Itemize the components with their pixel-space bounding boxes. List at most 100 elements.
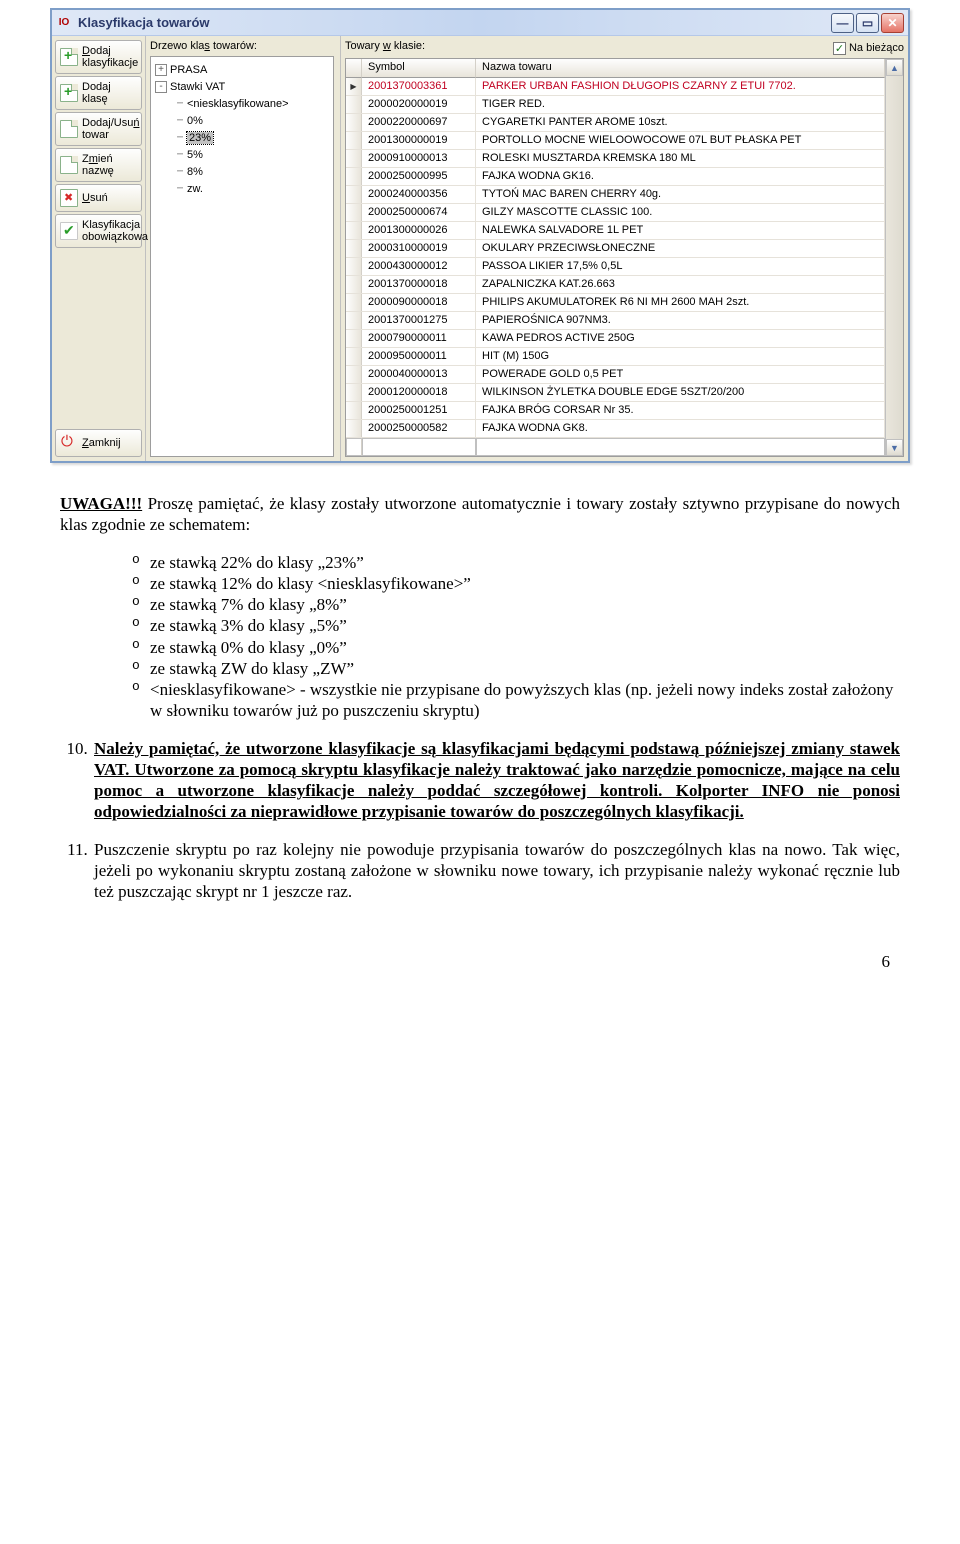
table-row[interactable]: 2000120000018WILKINSON ŻYLETKA DOUBLE ED… xyxy=(346,384,885,402)
tree-node[interactable]: ⋯<niesklasyfikowane> xyxy=(153,95,331,112)
row-gutter xyxy=(346,384,362,401)
tree-toggle-icon[interactable]: + xyxy=(155,64,167,76)
table-row[interactable]: 2000910000013ROLESKI MUSZTARDA KREMSKA 1… xyxy=(346,150,885,168)
table-row[interactable]: 2000250000582FAJKA WODNA GK8. xyxy=(346,420,885,438)
tree-node[interactable]: ⋯5% xyxy=(153,146,331,163)
close-window-button[interactable]: ✕ xyxy=(881,13,904,33)
cell-symbol: 2000250000995 xyxy=(362,168,476,185)
col-symbol-header[interactable]: Symbol xyxy=(362,59,476,78)
table-row[interactable]: 2000950000011HIT (M) 150G xyxy=(346,348,885,366)
table-row[interactable]: 2001370000018ZAPALNICZKA KAT.26.663 xyxy=(346,276,885,294)
row-gutter xyxy=(346,330,362,347)
tree-line-icon: ⋯ xyxy=(173,132,187,143)
maximize-button[interactable]: ▭ xyxy=(856,13,879,33)
tree-node-label: 0% xyxy=(187,115,203,127)
doc-icon xyxy=(60,156,78,174)
tree-node[interactable]: -Stawki VAT xyxy=(153,78,331,95)
col-name-header[interactable]: Nazwa towaru xyxy=(476,59,885,78)
row-gutter xyxy=(346,420,362,437)
list-item: Puszczenie skryptu po raz kolejny nie po… xyxy=(92,839,900,903)
table-row[interactable]: 2000220000697CYGARETKI PANTER AROME 10sz… xyxy=(346,114,885,132)
add-remove-item-button[interactable]: Dodaj/Usuńtowar xyxy=(55,112,142,146)
cell-name: PASSOA LIKIER 17,5% 0,5L xyxy=(476,258,885,275)
row-gutter xyxy=(346,78,362,95)
scroll-down-icon[interactable]: ▼ xyxy=(886,439,903,456)
delete-button[interactable]: Usuń xyxy=(55,184,142,212)
warning-rest: Proszę pamiętać, że klasy zostały utworz… xyxy=(60,494,900,534)
cell-symbol: 2000250000582 xyxy=(362,420,476,437)
plus-icon xyxy=(60,84,78,102)
list-item: ze stawką 7% do klasy „8%” xyxy=(132,594,900,615)
table-row[interactable]: 2001370003361PARKER URBAN FASHION DŁUGOP… xyxy=(346,78,885,96)
tree-node-label: 8% xyxy=(187,166,203,178)
tree-node[interactable]: ⋯23% xyxy=(153,129,331,146)
table-row[interactable]: 2000090000018PHILIPS AKUMULATOREK R6 NI … xyxy=(346,294,885,312)
cell-symbol: 2000790000011 xyxy=(362,330,476,347)
tool-sidebar: Dodajklasyfikacje Dodajklasę Dodaj/Usuńt… xyxy=(52,36,146,461)
warning-paragraph: UWAGA!!! Proszę pamiętać, że klasy zosta… xyxy=(60,493,900,536)
live-checkbox-label: Na bieżąco xyxy=(849,42,904,54)
row-gutter xyxy=(346,222,362,239)
row-gutter xyxy=(346,348,362,365)
row-gutter xyxy=(346,132,362,149)
footer-gutter xyxy=(346,438,362,456)
list-item: Należy pamiętać, że utworzone klasyfikac… xyxy=(92,738,900,823)
cell-name: FAJKA BRÓG CORSAR Nr 35. xyxy=(476,402,885,419)
cell-symbol: 2001370003361 xyxy=(362,78,476,95)
row-gutter xyxy=(346,204,362,221)
tree-line-icon: ⋯ xyxy=(173,98,187,109)
tree-line-icon: ⋯ xyxy=(173,149,187,160)
add-class-button[interactable]: Dodajklasę xyxy=(55,76,142,110)
add-classification-button[interactable]: Dodajklasyfikacje xyxy=(55,40,142,74)
li10-text: Należy pamiętać, że utworzone klasyfikac… xyxy=(94,739,900,822)
live-checkbox[interactable]: ✓ Na bieżąco xyxy=(833,42,904,55)
table-row[interactable]: 2000430000012PASSOA LIKIER 17,5% 0,5L xyxy=(346,258,885,276)
cell-name: TIGER RED. xyxy=(476,96,885,113)
tree-node[interactable]: ⋯zw. xyxy=(153,180,331,197)
minimize-button[interactable]: — xyxy=(831,13,854,33)
tree-node[interactable]: +PRASA xyxy=(153,61,331,78)
titlebar: IO Klasyfikacja towarów — ▭ ✕ xyxy=(52,10,908,36)
cell-symbol: 2000240000356 xyxy=(362,186,476,203)
footer-name xyxy=(476,438,885,456)
cell-symbol: 2001300000026 xyxy=(362,222,476,239)
app-icon: IO xyxy=(56,15,72,31)
tree-node-label: <niesklasyfikowane> xyxy=(187,98,289,110)
cell-name: CYGARETKI PANTER AROME 10szt. xyxy=(476,114,885,131)
cell-symbol: 2000020000019 xyxy=(362,96,476,113)
table-row[interactable]: 2000020000019TIGER RED. xyxy=(346,96,885,114)
rename-button[interactable]: Zmieńnazwę xyxy=(55,148,142,182)
numbered-list: Należy pamiętać, że utworzone klasyfikac… xyxy=(92,738,900,903)
cell-name: KAWA PEDROS ACTIVE 250G xyxy=(476,330,885,347)
tree-node[interactable]: ⋯0% xyxy=(153,112,331,129)
row-gutter xyxy=(346,168,362,185)
tree-node[interactable]: ⋯8% xyxy=(153,163,331,180)
tree-node-label: 5% xyxy=(187,149,203,161)
list-item: <niesklasyfikowane> - wszystkie nie przy… xyxy=(132,679,900,722)
items-grid[interactable]: Symbol Nazwa towaru 2001370003361PARKER … xyxy=(345,58,904,457)
power-icon xyxy=(60,434,78,452)
cell-symbol: 2001370000018 xyxy=(362,276,476,293)
close-button[interactable]: Zamknij xyxy=(55,429,142,457)
table-row[interactable]: 2000240000356TYTOŃ MAC BAREN CHERRY 40g. xyxy=(346,186,885,204)
table-row[interactable]: 2000040000013POWERADE GOLD 0,5 PET xyxy=(346,366,885,384)
row-gutter xyxy=(346,150,362,167)
cell-symbol: 2000310000019 xyxy=(362,240,476,257)
table-row[interactable]: 2001370001275PAPIEROŚNICA 907NM3. xyxy=(346,312,885,330)
vertical-scrollbar[interactable]: ▲ ▼ xyxy=(885,59,903,456)
mandatory-classification-button[interactable]: Klasyfikacjaobowiązkowa xyxy=(55,214,142,248)
class-tree[interactable]: +PRASA-Stawki VAT⋯<niesklasyfikowane>⋯0%… xyxy=(150,56,334,457)
table-row[interactable]: 2001300000026NALEWKA SALVADORE 1L PET xyxy=(346,222,885,240)
table-row[interactable]: 2000310000019OKULARY PRZECIWSŁONECZNE xyxy=(346,240,885,258)
table-row[interactable]: 2000250000995FAJKA WODNA GK16. xyxy=(346,168,885,186)
scroll-up-icon[interactable]: ▲ xyxy=(886,59,903,76)
page-number: 6 xyxy=(60,952,890,972)
footer-symbol xyxy=(362,438,476,456)
cell-symbol: 2001370001275 xyxy=(362,312,476,329)
tree-toggle-icon[interactable]: - xyxy=(155,81,167,93)
cell-name: FAJKA WODNA GK16. xyxy=(476,168,885,185)
table-row[interactable]: 2000790000011KAWA PEDROS ACTIVE 250G xyxy=(346,330,885,348)
table-row[interactable]: 2001300000019PORTOLLO MOCNE WIELOOWOCOWE… xyxy=(346,132,885,150)
table-row[interactable]: 2000250001251FAJKA BRÓG CORSAR Nr 35. xyxy=(346,402,885,420)
table-row[interactable]: 2000250000674GILZY MASCOTTE CLASSIC 100. xyxy=(346,204,885,222)
